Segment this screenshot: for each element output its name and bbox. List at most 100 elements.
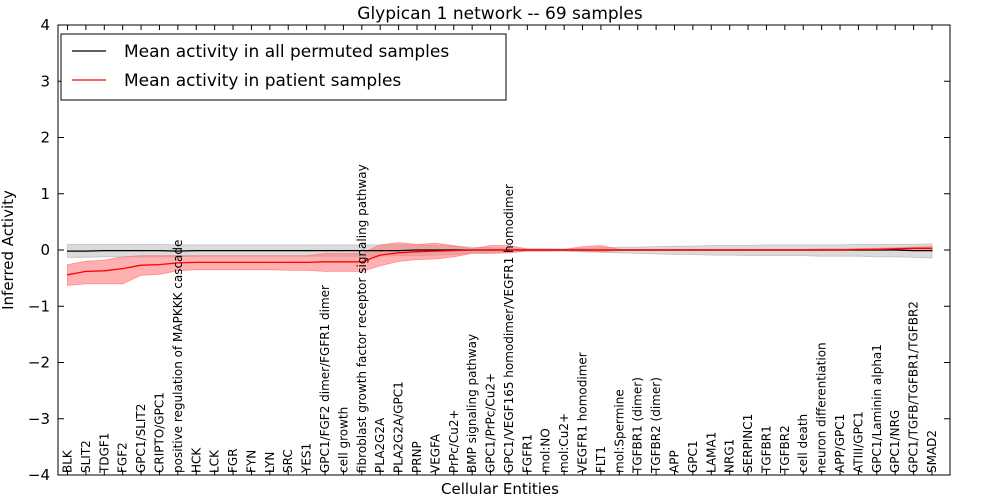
point-series-1: [214, 261, 216, 263]
point-series-1: [802, 249, 804, 251]
x-axis-label: Cellular Entities: [441, 480, 559, 498]
x-tick-label: FGFR1: [520, 434, 534, 473]
point-series-1: [103, 270, 105, 272]
legend-label-patient: Mean activity in patient samples: [124, 71, 401, 91]
x-tick-label: PRNP: [410, 441, 424, 473]
x-tick-label: mol:NO: [539, 428, 553, 473]
point-series-1: [361, 261, 363, 263]
point-series-0: [85, 250, 87, 252]
band-series-1: [67, 242, 933, 286]
y-tick-label: −2: [28, 354, 50, 372]
point-series-1: [434, 250, 436, 252]
x-tick-label: APP/GPC1: [833, 414, 847, 473]
point-series-1: [747, 249, 749, 251]
point-series-1: [232, 261, 234, 263]
y-axis: −4 −3 −2 −1 0 1 2 3 4: [28, 16, 950, 484]
x-tick-label: TDGF1: [97, 433, 111, 474]
x-tick-label: positive regulation of MAPKKK cascade: [171, 240, 185, 473]
point-series-1: [839, 249, 841, 251]
x-tick-label: GPC1/NRG: [888, 410, 902, 473]
point-series-1: [140, 264, 142, 266]
point-series-1: [508, 249, 510, 251]
point-series-0: [140, 250, 142, 252]
point-series-0: [379, 250, 381, 252]
point-series-0: [195, 250, 197, 252]
x-tick-label: cell growth: [336, 407, 350, 473]
x-tick-label: fibroblast growth factor receptor signal…: [355, 164, 369, 473]
point-series-0: [103, 250, 105, 252]
point-series-1: [618, 249, 620, 251]
point-series-0: [931, 250, 933, 252]
point-series-1: [398, 252, 400, 254]
point-series-0: [66, 250, 69, 252]
point-series-1: [195, 261, 197, 263]
point-series-1: [287, 261, 289, 263]
point-series-1: [342, 261, 344, 263]
y-tick-label: 3: [40, 72, 50, 90]
point-series-1: [453, 250, 455, 252]
point-series-1: [913, 247, 915, 249]
point-series-1: [894, 248, 896, 250]
x-tick-label: PLA2G2A: [373, 417, 387, 473]
x-tick-label: LCK: [208, 449, 222, 473]
x-tick-label: SLIT2: [79, 440, 93, 473]
point-series-1: [600, 249, 602, 251]
point-series-1: [158, 264, 161, 266]
point-series-0: [361, 250, 363, 252]
x-tick-label: GPC1/SLIT2: [134, 404, 148, 473]
point-series-0: [158, 250, 161, 252]
point-series-1: [821, 249, 823, 251]
point-series-0: [177, 250, 179, 252]
point-series-1: [177, 262, 179, 264]
chart-title: Glypican 1 network -- 69 samples: [357, 4, 643, 24]
x-tick-label: TGFBR2: [778, 425, 792, 474]
x-tick-label: YES1: [300, 443, 314, 474]
point-series-0: [398, 250, 400, 252]
x-tick-label: GPC1/VEGF165 homodimer/VEGFR1 homodimer: [502, 184, 516, 473]
x-tick-label: PLA2G2A/GPC1: [392, 381, 406, 473]
legend-label-permuted: Mean activity in all permuted samples: [124, 42, 449, 62]
point-series-0: [250, 250, 252, 252]
x-tick-label: CRIPTO/GPC1: [153, 392, 167, 473]
x-tick-label: LAMA1: [704, 432, 718, 473]
x-tick-label: FYN: [244, 450, 258, 473]
point-series-0: [324, 250, 326, 252]
x-tick-label: TGFBR1: [760, 425, 774, 474]
y-tick-label: 4: [40, 16, 50, 34]
point-series-0: [214, 250, 216, 252]
x-tick-label: FLT1: [594, 446, 608, 473]
point-series-1: [324, 261, 326, 263]
y-tick-label: 0: [40, 241, 50, 259]
point-series-1: [692, 249, 694, 251]
point-series-1: [66, 274, 69, 276]
legend: Mean activity in all permuted samples Me…: [60, 33, 507, 101]
point-series-1: [765, 249, 768, 251]
x-tick-label: APP: [668, 450, 682, 473]
point-series-1: [637, 249, 639, 251]
point-series-0: [416, 249, 418, 251]
x-tick-label: SERPINC1: [741, 414, 755, 473]
y-tick-label: −3: [28, 410, 50, 428]
point-series-0: [122, 250, 124, 252]
x-tick-label: TGFBR1 (dimer): [631, 377, 645, 474]
x-tick-label: TGFBR2 (dimer): [649, 377, 663, 474]
point-series-1: [857, 248, 860, 250]
x-tick-label: GPC1/TGFB/TGFBR1/TGFBR2: [907, 301, 921, 473]
point-series-1: [876, 248, 878, 250]
x-tick-label: ATIII/GPC1: [851, 411, 865, 473]
x-axis: BLK SLIT2 TDGF1 FGF2 GPC1/SLIT2 CRIPTO/GPC1 po…: [61, 25, 939, 475]
point-series-1: [526, 249, 528, 251]
point-series-1: [490, 249, 492, 251]
point-series-1: [655, 249, 657, 251]
point-series-1: [729, 249, 731, 251]
x-tick-label: GPC1/PrPc/Cu2+: [484, 373, 498, 473]
point-series-0: [434, 249, 436, 251]
x-tick-label: GPC1/Laminin alpha1: [870, 344, 884, 473]
point-series-1: [563, 249, 565, 251]
point-series-1: [581, 249, 584, 251]
x-tick-label: BLK: [61, 449, 75, 473]
x-tick-label: SRC: [281, 449, 295, 473]
point-series-0: [232, 250, 234, 252]
point-series-1: [545, 249, 547, 251]
point-series-1: [673, 249, 676, 251]
